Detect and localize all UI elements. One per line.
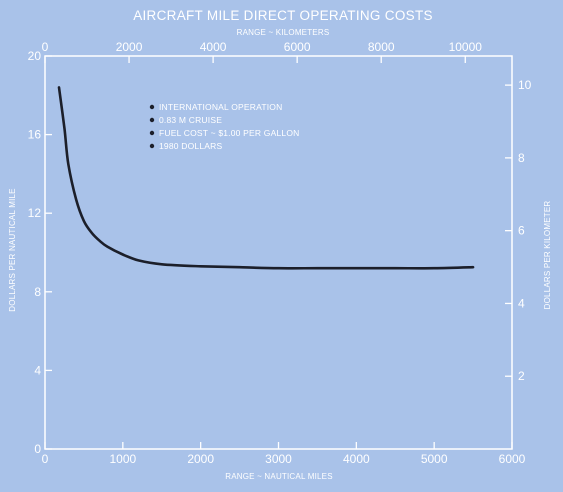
top-x-axis-label: RANGE ~ KILOMETERS <box>237 28 330 37</box>
x-tick-label: 1000 <box>109 452 136 466</box>
right-y-axis-label: DOLLARS PER KILOMETER <box>543 201 552 310</box>
right-y-tick-label: 10 <box>518 78 532 92</box>
top-x-tick-label: 6000 <box>284 40 311 54</box>
plot-frame <box>44 55 513 450</box>
y-tick-label: 8 <box>34 285 41 299</box>
y-tick-label: 0 <box>34 442 41 456</box>
x-tick-label: 6000 <box>499 452 526 466</box>
right-y-tick-label: 4 <box>518 296 525 310</box>
top-x-tick-label: 4000 <box>200 40 227 54</box>
annotation-text: INTERNATIONAL OPERATION <box>159 102 282 112</box>
top-x-tick-label: 8000 <box>368 40 395 54</box>
x-tick-label: 2000 <box>187 452 214 466</box>
y-tick-label: 16 <box>28 128 42 142</box>
y-tick-label: 12 <box>28 206 42 220</box>
annotation-text: FUEL COST ~ $1.00 PER GALLON <box>159 128 299 138</box>
bullet-icon <box>149 104 155 110</box>
x-tick-label: 0 <box>42 452 49 466</box>
x-tick-label: 3000 <box>265 452 292 466</box>
right-y-tick-label: 2 <box>518 369 525 383</box>
x-axis-label: RANGE ~ NAUTICAL MILES <box>225 472 332 481</box>
y-tick-label: 4 <box>34 363 41 377</box>
y-tick-label: 20 <box>28 49 42 63</box>
annotation-text: 0.83 M CRUISE <box>159 115 222 125</box>
top-x-tick-label: 10000 <box>449 40 483 54</box>
bullet-icon <box>149 130 155 136</box>
bullet-icon <box>149 143 155 149</box>
cost-curve-line <box>57 86 475 270</box>
top-x-tick-label: 0 <box>42 40 49 54</box>
bullet-icon <box>149 117 155 123</box>
right-y-tick-label: 8 <box>518 151 525 165</box>
x-tick-label: 4000 <box>343 452 370 466</box>
top-x-tick-label: 2000 <box>116 40 143 54</box>
chart-title: AIRCRAFT MILE DIRECT OPERATING COSTS <box>133 8 433 23</box>
annotation-list: INTERNATIONAL OPERATION 0.83 M CRUISE FUEL… <box>149 102 299 151</box>
x-tick-label: 5000 <box>421 452 448 466</box>
annotation-text: 1980 DOLLARS <box>159 141 222 151</box>
right-y-tick-label: 6 <box>518 224 525 238</box>
left-y-axis-label: DOLLARS PER NAUTICAL MILE <box>8 188 17 311</box>
